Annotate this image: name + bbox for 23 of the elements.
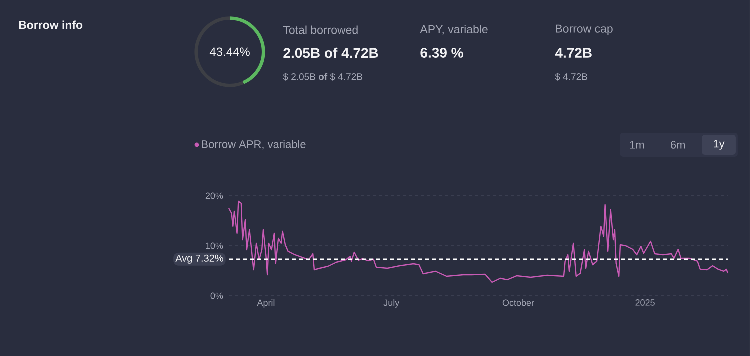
text: Total borrowed	[283, 26, 358, 34]
text: Borrow cap	[556, 24, 613, 36]
text: 2.05B of 4.72B	[284, 48, 378, 58]
line-series	[228, 200, 729, 284]
text: 1m	[630, 141, 644, 149]
text: $ 4.72B	[555, 73, 588, 81]
x-tick-label: July	[384, 300, 400, 308]
text: 4.72B	[555, 48, 592, 58]
y-tick-label: 20%	[206, 192, 224, 200]
x-tick-label: April	[257, 300, 275, 308]
y-tick-label: 0%	[210, 292, 224, 300]
ref-line-label: Avg 7.32%	[176, 254, 224, 264]
text: APY, variable	[420, 25, 488, 35]
text: $ 2.05B of $ 4.72B	[283, 73, 362, 81]
text: 6.39 %	[420, 48, 464, 58]
text: 6m	[671, 141, 685, 149]
legend-label: Borrow APR, variable	[202, 140, 306, 150]
x-tick-label: 2025	[636, 300, 655, 306]
y-tick-label: 10%	[206, 242, 224, 250]
text: Borrow info	[19, 20, 83, 30]
x-tick-label: October	[502, 300, 534, 306]
text: 1y	[714, 140, 725, 150]
text: 43.44%	[210, 48, 250, 56]
